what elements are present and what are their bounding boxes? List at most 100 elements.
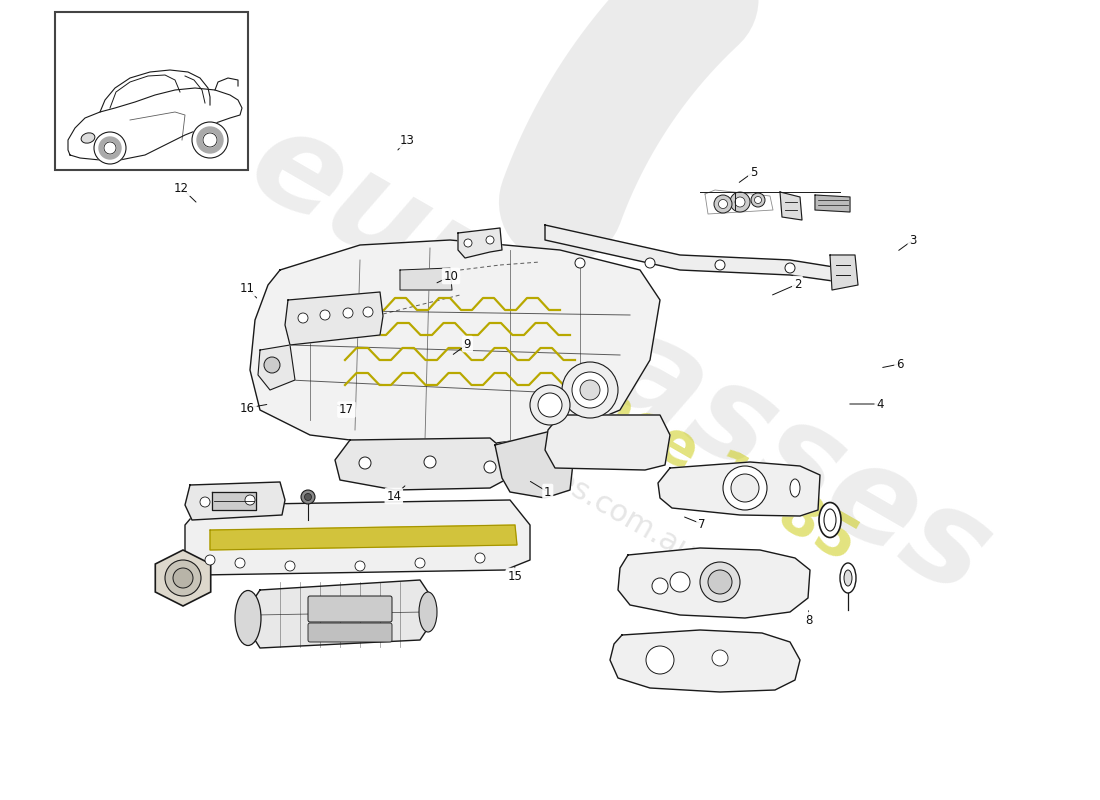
Text: 1: 1 bbox=[544, 486, 551, 498]
Circle shape bbox=[646, 646, 674, 674]
Circle shape bbox=[464, 239, 472, 247]
Circle shape bbox=[355, 561, 365, 571]
Ellipse shape bbox=[840, 563, 856, 593]
Ellipse shape bbox=[419, 592, 437, 632]
Circle shape bbox=[205, 555, 214, 565]
Polygon shape bbox=[212, 492, 256, 510]
Ellipse shape bbox=[820, 502, 842, 538]
Circle shape bbox=[197, 127, 223, 153]
Text: 5: 5 bbox=[750, 166, 757, 178]
Circle shape bbox=[99, 137, 121, 159]
Polygon shape bbox=[214, 78, 238, 90]
Circle shape bbox=[645, 258, 654, 268]
Text: 6: 6 bbox=[896, 358, 903, 370]
Circle shape bbox=[530, 385, 570, 425]
Polygon shape bbox=[658, 462, 820, 516]
Circle shape bbox=[730, 192, 750, 212]
Circle shape bbox=[708, 570, 732, 594]
Text: 16: 16 bbox=[240, 402, 255, 414]
Circle shape bbox=[104, 142, 116, 154]
Circle shape bbox=[298, 313, 308, 323]
Text: 14: 14 bbox=[386, 490, 402, 502]
Polygon shape bbox=[185, 482, 285, 520]
Circle shape bbox=[301, 490, 315, 504]
Text: 8: 8 bbox=[805, 614, 812, 626]
Text: 7: 7 bbox=[698, 518, 705, 530]
Ellipse shape bbox=[81, 133, 95, 143]
Polygon shape bbox=[780, 192, 802, 220]
Circle shape bbox=[235, 558, 245, 568]
FancyBboxPatch shape bbox=[308, 623, 392, 642]
Ellipse shape bbox=[790, 479, 800, 497]
Circle shape bbox=[285, 561, 295, 571]
Text: 17: 17 bbox=[339, 403, 354, 416]
Circle shape bbox=[200, 497, 210, 507]
Ellipse shape bbox=[844, 570, 852, 586]
Text: 2: 2 bbox=[794, 278, 801, 290]
Text: 11: 11 bbox=[240, 282, 255, 294]
Polygon shape bbox=[285, 292, 383, 345]
Circle shape bbox=[94, 132, 126, 164]
Bar bbox=[55, 12, 248, 170]
Polygon shape bbox=[458, 228, 502, 258]
Text: 4: 4 bbox=[877, 398, 883, 410]
Text: 3: 3 bbox=[910, 234, 916, 246]
Polygon shape bbox=[610, 630, 800, 692]
Circle shape bbox=[165, 560, 201, 596]
Circle shape bbox=[562, 362, 618, 418]
Circle shape bbox=[305, 494, 311, 501]
Circle shape bbox=[755, 197, 761, 203]
Ellipse shape bbox=[235, 590, 261, 646]
Circle shape bbox=[712, 650, 728, 666]
Text: 9: 9 bbox=[464, 338, 471, 350]
Circle shape bbox=[735, 197, 745, 207]
Polygon shape bbox=[210, 525, 517, 550]
Text: eurocasses: eurocasses bbox=[228, 97, 1012, 623]
Circle shape bbox=[714, 195, 732, 213]
Circle shape bbox=[363, 307, 373, 317]
Polygon shape bbox=[250, 240, 660, 445]
Polygon shape bbox=[68, 88, 242, 160]
Circle shape bbox=[538, 393, 562, 417]
Circle shape bbox=[343, 308, 353, 318]
Polygon shape bbox=[830, 255, 858, 290]
Polygon shape bbox=[185, 500, 530, 575]
Circle shape bbox=[359, 457, 371, 469]
Circle shape bbox=[204, 133, 217, 147]
Ellipse shape bbox=[824, 509, 836, 531]
Circle shape bbox=[173, 568, 192, 588]
Circle shape bbox=[670, 572, 690, 592]
Text: 10: 10 bbox=[443, 270, 459, 282]
Circle shape bbox=[192, 122, 228, 158]
Text: allcarspares.com.au: allcarspares.com.au bbox=[420, 390, 700, 570]
Circle shape bbox=[484, 461, 496, 473]
Polygon shape bbox=[250, 580, 430, 648]
Circle shape bbox=[245, 495, 255, 505]
Circle shape bbox=[572, 372, 608, 408]
Circle shape bbox=[715, 260, 725, 270]
Text: 12: 12 bbox=[174, 182, 189, 194]
Polygon shape bbox=[495, 430, 575, 498]
Circle shape bbox=[486, 236, 494, 244]
Circle shape bbox=[475, 553, 485, 563]
FancyBboxPatch shape bbox=[308, 596, 392, 622]
Circle shape bbox=[264, 357, 280, 373]
Text: since 1985: since 1985 bbox=[532, 347, 867, 573]
Text: 13: 13 bbox=[399, 134, 415, 146]
Polygon shape bbox=[544, 225, 840, 282]
Circle shape bbox=[732, 474, 759, 502]
Polygon shape bbox=[336, 438, 510, 490]
Polygon shape bbox=[400, 268, 452, 290]
Circle shape bbox=[652, 578, 668, 594]
Circle shape bbox=[415, 558, 425, 568]
Circle shape bbox=[700, 562, 740, 602]
Circle shape bbox=[723, 466, 767, 510]
Polygon shape bbox=[618, 548, 810, 618]
Circle shape bbox=[580, 380, 600, 400]
Polygon shape bbox=[544, 415, 670, 470]
Circle shape bbox=[575, 258, 585, 268]
Circle shape bbox=[424, 456, 436, 468]
Circle shape bbox=[751, 193, 764, 207]
Polygon shape bbox=[155, 550, 211, 606]
Text: 15: 15 bbox=[507, 570, 522, 582]
